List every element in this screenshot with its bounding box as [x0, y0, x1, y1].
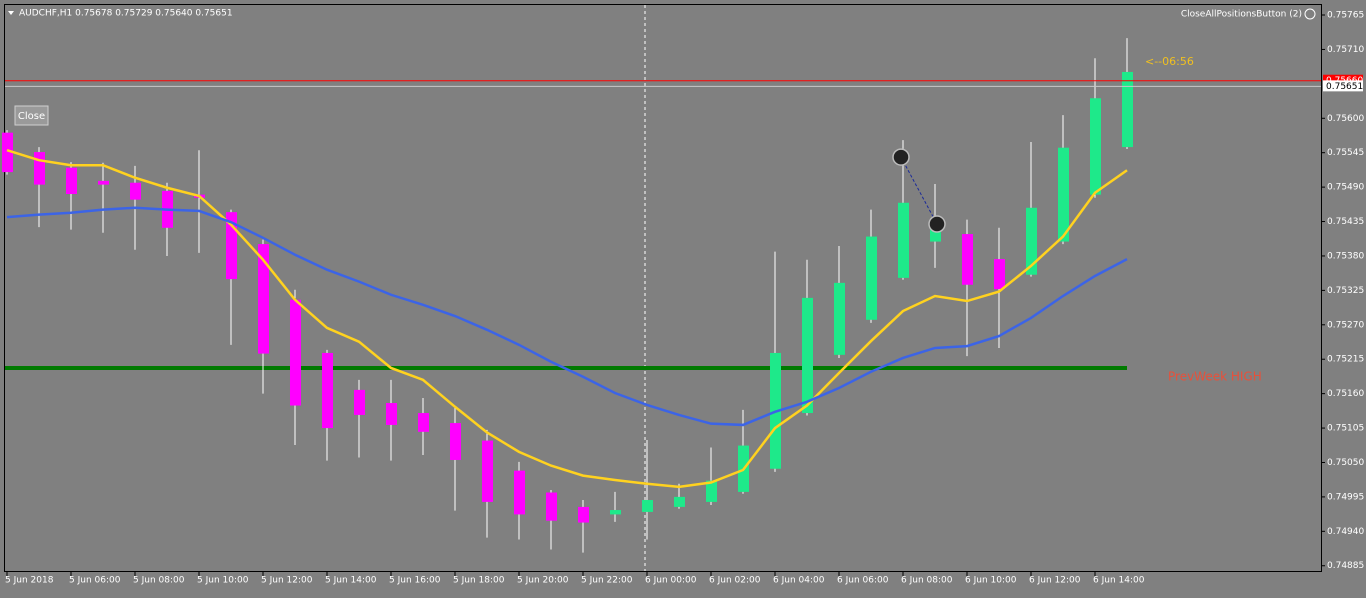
trade-marker — [892, 148, 910, 166]
y-tick-label: 0.75270 — [1327, 320, 1364, 330]
menu-arrow — [8, 11, 14, 15]
x-tick-label: 5 Jun 20:00 — [517, 576, 569, 586]
y-tick-label: 0.75380 — [1327, 251, 1364, 261]
candle-body — [642, 500, 653, 512]
candle-body — [482, 440, 493, 502]
candle-body — [66, 167, 77, 194]
y-tick-label: 0.74995 — [1327, 492, 1364, 502]
x-tick-label: 5 Jun 08:00 — [133, 576, 185, 586]
candle-body — [994, 259, 1005, 290]
candle-body — [546, 492, 557, 521]
x-tick-label: 6 Jun 14:00 — [1093, 576, 1145, 586]
moving-average — [6, 206, 1128, 427]
candle-body — [834, 282, 845, 355]
y-tick-label: 0.75215 — [1327, 355, 1364, 365]
x-tick-label: 5 Jun 06:00 — [69, 576, 121, 586]
smiley-icon[interactable] — [1304, 8, 1316, 20]
x-tick-label: 6 Jun 02:00 — [709, 576, 761, 586]
x-tick-label: 5 Jun 18:00 — [453, 576, 505, 586]
candle-body — [258, 244, 269, 354]
candle-body — [706, 480, 717, 502]
x-tick-label: 5 Jun 14:00 — [325, 576, 377, 586]
price-tag — [1323, 74, 1363, 86]
candle-body — [866, 236, 877, 320]
y-tick-label: 0.74940 — [1327, 527, 1364, 537]
candle-body — [514, 470, 525, 515]
candle-body — [962, 234, 973, 285]
x-tick-label: 5 Jun 2018 — [5, 576, 54, 586]
y-tick-label: 0.75710 — [1327, 45, 1364, 55]
candle-body — [226, 212, 237, 280]
x-tick-label: 6 Jun 00:00 — [645, 576, 697, 586]
moving-average — [6, 148, 1128, 489]
close-button[interactable]: Close — [14, 105, 49, 126]
level-label: PrevWeek HIGH — [1168, 369, 1262, 383]
trade-marker — [928, 215, 946, 233]
y-tick-label: 0.75545 — [1327, 148, 1364, 158]
y-tick-label: 0.75435 — [1327, 217, 1364, 227]
price-tag-label: 0.75651 — [1326, 82, 1363, 92]
x-tick-label: 5 Jun 12:00 — [261, 576, 313, 586]
header-title: AUDCHF,H1 0.75678 0.75729 0.75640 0.7565… — [19, 9, 233, 19]
x-tick-label: 6 Jun 12:00 — [1029, 576, 1081, 586]
candle-body — [98, 180, 109, 185]
button-frame[interactable] — [14, 105, 49, 126]
candle-body — [386, 403, 397, 425]
trade-link — [900, 156, 938, 225]
y-tick-label: 0.75600 — [1327, 114, 1364, 124]
candle-body — [802, 297, 813, 414]
x-tick-label: 5 Jun 22:00 — [581, 576, 633, 586]
candle-body — [1090, 98, 1101, 195]
candle-body — [354, 389, 365, 415]
x-tick-label: 6 Jun 10:00 — [965, 576, 1017, 586]
candle-body — [674, 496, 685, 507]
candle-body — [930, 227, 941, 242]
candle-body — [578, 506, 589, 523]
candle-body — [1122, 71, 1133, 148]
x-tick-label: 6 Jun 08:00 — [901, 576, 953, 586]
plot-frame — [4, 4, 1322, 572]
candle-body — [322, 352, 333, 429]
y-tick-label: 0.75325 — [1327, 286, 1364, 296]
candle-body — [418, 413, 429, 432]
candle-body — [610, 510, 621, 515]
candle-body — [1058, 147, 1069, 242]
y-tick-label: 0.75105 — [1327, 424, 1364, 434]
y-tick-label: 0.74885 — [1327, 561, 1364, 571]
candle-body — [34, 152, 45, 185]
candle-body — [290, 299, 301, 406]
x-tick-label: 6 Jun 04:00 — [773, 576, 825, 586]
x-tick-label: 5 Jun 10:00 — [197, 576, 249, 586]
candle-body — [1026, 207, 1037, 275]
candle-body — [2, 132, 13, 173]
candle-body — [898, 202, 909, 278]
candle-body — [130, 182, 141, 200]
button-label[interactable]: CloseAllPositionsButton (2) — [1181, 10, 1302, 20]
y-tick-label: 0.75490 — [1327, 183, 1364, 193]
candle-body — [450, 423, 461, 460]
y-tick-label: 0.75160 — [1327, 389, 1364, 399]
x-tick-label: 5 Jun 16:00 — [389, 576, 441, 586]
countdown: <--06:56 — [1145, 55, 1194, 68]
y-tick-label: 0.75050 — [1327, 458, 1364, 468]
price-tag — [1323, 80, 1363, 92]
button-label[interactable]: Close — [18, 111, 45, 122]
close-all-button[interactable]: CloseAllPositionsButton (2) — [1181, 8, 1316, 20]
y-tick-label: 0.75765 — [1327, 11, 1364, 21]
x-tick-label: 6 Jun 06:00 — [837, 576, 889, 586]
